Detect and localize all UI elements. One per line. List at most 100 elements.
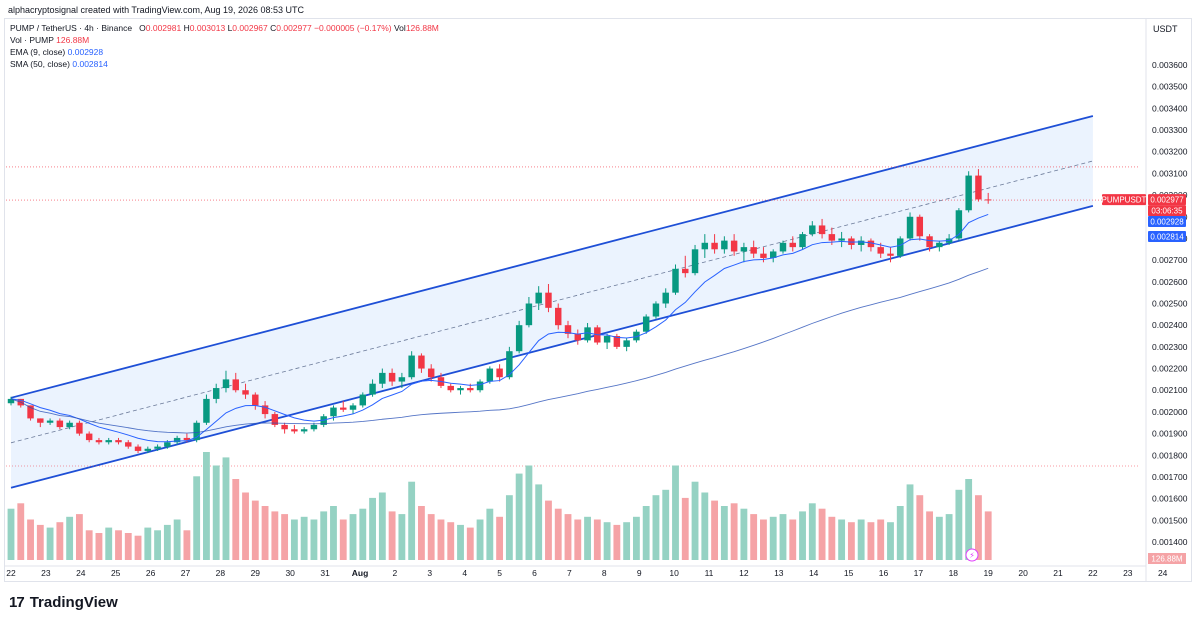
- volume-bar: [955, 489, 963, 560]
- x-tick-label: 20: [1018, 568, 1028, 578]
- volume-bar: [935, 516, 943, 560]
- x-tick-label: 24: [76, 568, 86, 578]
- candle-body: [125, 442, 132, 447]
- x-tick-label: 22: [1088, 568, 1098, 578]
- candle-body: [916, 216, 924, 237]
- volume-bar: [496, 516, 504, 560]
- volume-bar: [926, 511, 933, 560]
- legend-ema-row[interactable]: EMA (9, close) 0.002928: [10, 46, 439, 58]
- price-label-bg: [1148, 216, 1186, 227]
- candle-body: [672, 268, 679, 293]
- candle-body: [95, 440, 103, 443]
- x-tick-label: 29: [251, 568, 261, 578]
- candle-body: [398, 377, 406, 382]
- legend-o-value: 0.002981: [145, 23, 182, 33]
- volume-bar: [457, 524, 464, 560]
- volume-bar: [906, 484, 914, 560]
- legend-sma-row[interactable]: SMA (50, close) 0.002814: [10, 58, 439, 70]
- volume-bar: [691, 481, 699, 560]
- volume-bar: [183, 530, 191, 560]
- candle-body: [496, 368, 503, 378]
- candle-body: [476, 381, 484, 391]
- candle-body: [857, 240, 865, 245]
- x-tick-label: 21: [1053, 568, 1063, 578]
- price-label: 0.002928: [1150, 218, 1184, 227]
- volume-bar: [466, 527, 474, 560]
- candle-body: [222, 379, 230, 389]
- candle-body: [906, 216, 914, 239]
- candle-body: [408, 355, 415, 378]
- volume-bar: [838, 519, 846, 560]
- volume-bar: [945, 514, 953, 560]
- volume-bar: [173, 519, 181, 560]
- candle-body: [173, 437, 181, 443]
- x-tick-label: 12: [739, 568, 749, 578]
- x-tick-label: 25: [111, 568, 121, 578]
- volume-bar: [418, 506, 425, 560]
- y-tick-label: 0.002600: [1152, 277, 1188, 287]
- legend-l-value: 0.002967: [232, 23, 268, 33]
- volume-bar: [711, 500, 719, 560]
- y-tick-label: 0.002500: [1152, 299, 1188, 309]
- candle-body: [261, 405, 269, 415]
- chart-frame: [4, 18, 1192, 582]
- y-tick-label: 0.002100: [1152, 385, 1188, 395]
- candle-body: [623, 340, 630, 347]
- volume-bar: [887, 522, 894, 560]
- candle-body: [564, 325, 572, 334]
- candle-body: [212, 388, 220, 399]
- x-tick-label: 22: [6, 568, 16, 578]
- channel-upper-line: [10, 115, 1094, 399]
- y-tick-label: 0.001500: [1152, 515, 1188, 525]
- price-label: 03:06:35: [1151, 207, 1183, 216]
- volume-bar: [574, 519, 582, 560]
- x-tick-label: 16: [879, 568, 889, 578]
- legend-vol-label: Vol: [393, 23, 406, 33]
- x-tick-label: 14: [809, 568, 819, 578]
- x-tick-label: 7: [567, 568, 572, 578]
- channel-midline: [10, 160, 1094, 444]
- volume-bar: [271, 511, 279, 560]
- candle-body: [897, 238, 904, 256]
- x-tick-label: 15: [844, 568, 854, 578]
- legend-symbol-row[interactable]: PUMP / TetherUS · 4h · Binance O0.002981…: [10, 22, 439, 34]
- volume-bar: [760, 519, 767, 560]
- candle-body: [584, 327, 591, 341]
- volume-bar: [984, 511, 992, 560]
- volume-bar: [7, 508, 15, 560]
- chart-legend: PUMP / TetherUS · 4h · Binance O0.002981…: [10, 22, 439, 70]
- y-tick-label: 0.002200: [1152, 364, 1188, 374]
- volume-bar: [369, 497, 376, 560]
- volume-bar: [672, 465, 679, 560]
- volume-bar: [877, 519, 885, 560]
- candle-body: [85, 433, 93, 441]
- candle-body: [574, 333, 582, 341]
- candle-body: [525, 303, 533, 326]
- candle-body: [271, 414, 279, 425]
- candle-body: [779, 242, 787, 252]
- legend-volume-row[interactable]: Vol · PUMP 126.88M: [10, 34, 439, 46]
- x-tick-label: 4: [462, 568, 467, 578]
- candle-body: [115, 440, 122, 443]
- volume-bar: [505, 495, 513, 560]
- volume-bar: [916, 495, 924, 560]
- y-tick-label: 0.002400: [1152, 320, 1188, 330]
- candle-body: [711, 242, 718, 250]
- volume-bar: [27, 519, 34, 560]
- volume-bar: [388, 511, 396, 560]
- volume-bar: [486, 508, 494, 560]
- candle-body: [760, 253, 767, 258]
- volume-bar: [232, 479, 240, 560]
- price-label-bg: [1148, 194, 1186, 206]
- candle-body: [789, 242, 796, 248]
- volume-bar: [437, 519, 445, 560]
- volume-bar: [799, 511, 806, 560]
- volume-bar: [398, 514, 406, 560]
- y-tick-label: 0.003300: [1152, 125, 1188, 135]
- volume-bar: [310, 519, 318, 560]
- volume-bar: [163, 524, 171, 560]
- channel-fill: [11, 115, 1093, 488]
- currency-label[interactable]: USDT: [1153, 24, 1178, 34]
- candle-body: [867, 240, 875, 248]
